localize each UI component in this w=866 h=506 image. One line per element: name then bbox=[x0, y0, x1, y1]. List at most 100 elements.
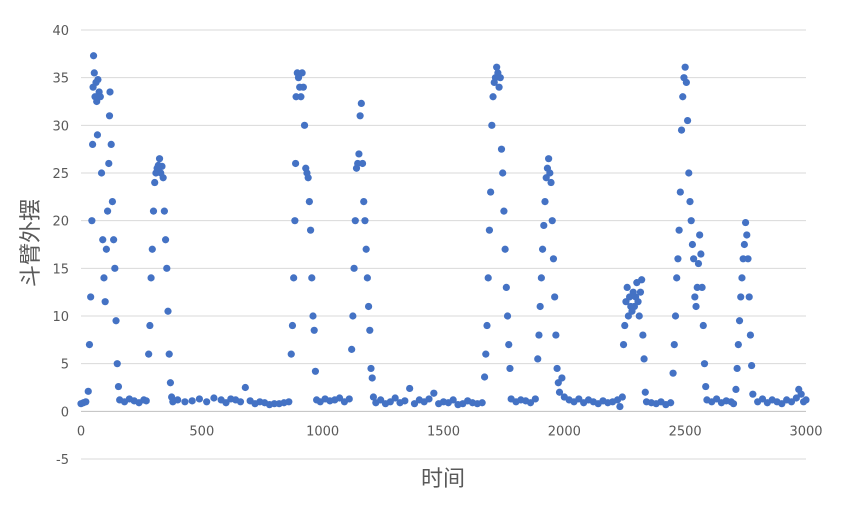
x-tick-label: 1000 bbox=[306, 424, 339, 439]
y-axis-tick-labels: -5 0 5 10 15 20 25 30 35 40 bbox=[52, 24, 69, 468]
data-point bbox=[94, 75, 102, 84]
data-point bbox=[195, 395, 204, 403]
data-point bbox=[641, 388, 649, 396]
data-point bbox=[97, 169, 106, 177]
data-point bbox=[163, 264, 171, 272]
data-point bbox=[355, 150, 363, 158]
data-point bbox=[361, 217, 369, 225]
data-point bbox=[526, 399, 535, 407]
data-point bbox=[674, 255, 682, 263]
data-point bbox=[159, 174, 167, 182]
data-point bbox=[110, 236, 118, 244]
data-point bbox=[675, 226, 683, 234]
data-point bbox=[671, 312, 680, 320]
data-point bbox=[555, 388, 564, 396]
data-point bbox=[165, 350, 173, 358]
data-point bbox=[149, 207, 158, 215]
data-point bbox=[549, 255, 558, 263]
data-point bbox=[538, 245, 547, 253]
y-tick-label: 5 bbox=[61, 358, 69, 373]
data-point bbox=[106, 88, 114, 96]
data-point bbox=[551, 293, 559, 301]
y-tick-label: 0 bbox=[61, 405, 69, 420]
y-tick-label: 20 bbox=[52, 215, 69, 230]
data-point bbox=[500, 207, 508, 215]
data-point bbox=[741, 218, 750, 227]
data-point bbox=[746, 331, 755, 339]
data-point bbox=[676, 188, 684, 196]
data-point bbox=[367, 364, 375, 373]
data-point bbox=[683, 116, 692, 125]
data-point bbox=[540, 221, 548, 230]
y-tick-label: 10 bbox=[52, 310, 69, 325]
x-tick-label: 2000 bbox=[548, 424, 581, 439]
data-point bbox=[495, 83, 503, 91]
data-point bbox=[348, 345, 356, 353]
data-point bbox=[366, 326, 374, 334]
data-point bbox=[634, 298, 642, 306]
data-point bbox=[691, 293, 699, 301]
data-point bbox=[702, 382, 710, 391]
data-point bbox=[531, 395, 539, 403]
data-point bbox=[386, 398, 394, 406]
data-point bbox=[740, 240, 748, 249]
data-point bbox=[310, 326, 318, 334]
data-point bbox=[712, 395, 721, 403]
data-point bbox=[623, 283, 631, 291]
data-point bbox=[335, 394, 344, 402]
data-point bbox=[292, 159, 300, 168]
data-point bbox=[203, 398, 211, 406]
data-point bbox=[700, 360, 709, 368]
data-point bbox=[558, 374, 566, 382]
data-point bbox=[682, 78, 690, 87]
data-point bbox=[787, 398, 796, 406]
data-point bbox=[99, 236, 107, 244]
data-point bbox=[360, 198, 368, 206]
data-point bbox=[535, 331, 543, 339]
data-point bbox=[639, 331, 647, 339]
data-point bbox=[729, 400, 738, 408]
data-point bbox=[103, 207, 112, 215]
data-point bbox=[300, 121, 309, 129]
y-tick-label: 25 bbox=[52, 167, 69, 182]
data-point bbox=[735, 317, 744, 325]
data-point bbox=[364, 302, 373, 311]
data-point bbox=[108, 198, 117, 206]
y-tick-label: 15 bbox=[52, 262, 69, 277]
data-point bbox=[89, 140, 97, 148]
data-point bbox=[85, 341, 94, 349]
data-point bbox=[306, 226, 315, 234]
y-tick-label: 35 bbox=[52, 72, 69, 87]
data-point bbox=[311, 367, 320, 375]
data-point bbox=[363, 274, 371, 282]
data-point bbox=[222, 399, 230, 407]
data-point bbox=[493, 63, 501, 71]
data-point bbox=[210, 394, 218, 402]
data-point bbox=[425, 395, 433, 403]
x-tick-label: 1500 bbox=[427, 424, 460, 439]
y-tick-label: 40 bbox=[52, 24, 69, 39]
data-points bbox=[77, 52, 810, 411]
data-point bbox=[155, 155, 164, 163]
data-point bbox=[489, 93, 497, 101]
data-point bbox=[733, 364, 741, 373]
data-point bbox=[478, 399, 486, 407]
data-point bbox=[638, 276, 646, 284]
data-point bbox=[575, 395, 583, 403]
data-point bbox=[745, 293, 753, 301]
data-point bbox=[552, 331, 560, 339]
data-point bbox=[160, 207, 168, 215]
data-point bbox=[287, 350, 295, 358]
data-point bbox=[748, 361, 756, 370]
y-tick-label: 30 bbox=[52, 119, 69, 134]
x-axis-title: 时间 bbox=[421, 467, 465, 492]
x-tick-label: 2500 bbox=[669, 424, 702, 439]
data-point bbox=[362, 245, 370, 253]
data-point bbox=[391, 394, 399, 402]
data-point bbox=[87, 293, 95, 301]
data-point bbox=[401, 397, 409, 405]
data-point bbox=[797, 390, 805, 398]
data-point bbox=[105, 159, 113, 168]
data-point bbox=[685, 169, 693, 177]
data-point bbox=[111, 264, 119, 272]
